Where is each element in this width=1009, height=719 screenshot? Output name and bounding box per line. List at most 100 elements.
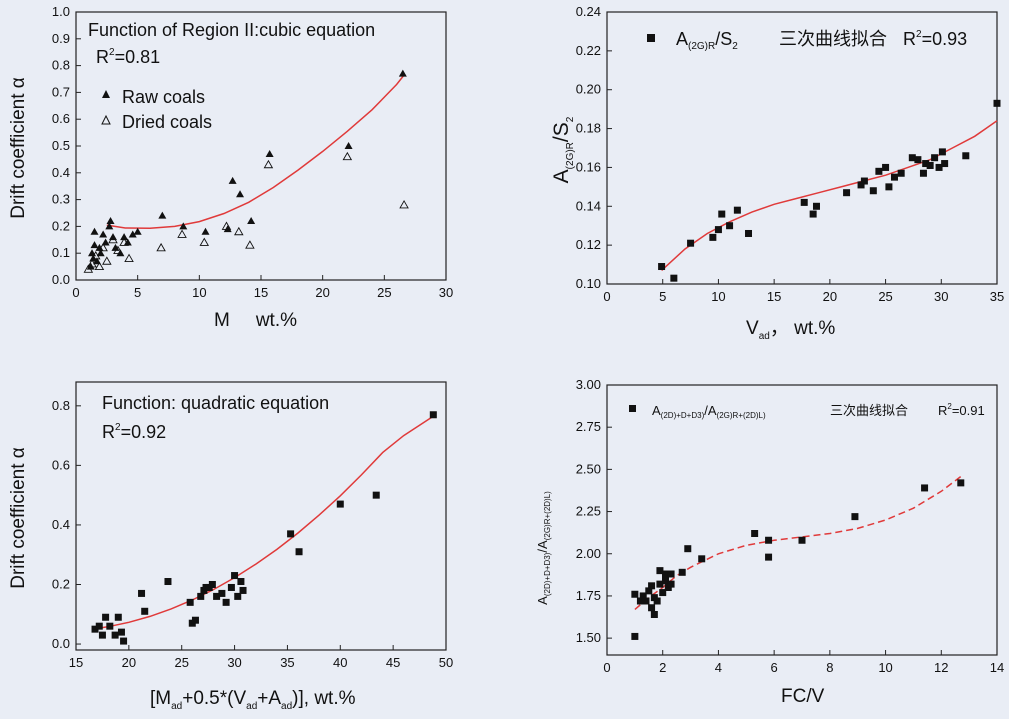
data-point [234, 592, 242, 600]
data-point [914, 156, 922, 164]
x-tick-label: 25 [377, 285, 391, 300]
y-tick-label: 0.4 [52, 165, 70, 180]
legend: A(2D)+D+D3)/A(2G)R+(2D)L) 三次曲线拟合 R2=0.91 [629, 402, 985, 420]
data-point [222, 598, 230, 606]
data-point [111, 243, 120, 251]
data-point [90, 241, 99, 249]
y-tick-label: 0.16 [576, 159, 601, 174]
y-tick-label: 0.0 [52, 636, 70, 651]
x-tick-label: 30 [227, 655, 241, 670]
y-tick-label: 0.20 [576, 82, 601, 97]
data-point [120, 233, 129, 241]
points [83, 69, 409, 273]
data-point [111, 631, 119, 639]
x-tick-label: 10 [878, 660, 892, 675]
data-point [429, 411, 437, 419]
y-axis-label: Drift coefficient α [8, 447, 29, 589]
data-point [648, 582, 656, 590]
data-point [399, 200, 409, 209]
data-point [237, 578, 245, 586]
data-point [636, 597, 644, 605]
data-point [102, 613, 110, 621]
data-point [857, 181, 865, 189]
data-point [106, 217, 115, 225]
y-ticks: 0.0 0.1 0.2 0.3 0.4 0.5 0.6 0.7 0.8 0.9 1.0 [52, 4, 81, 287]
data-point [843, 189, 851, 197]
data-point [128, 230, 137, 238]
y-tick-label: 0.12 [576, 237, 601, 252]
y-tick-label: 0.22 [576, 43, 601, 58]
y-axis-label: A(2G)R/S2 [550, 116, 576, 183]
data-point [106, 622, 114, 630]
data-point [124, 253, 134, 263]
data-point [116, 249, 125, 257]
data-point [718, 210, 726, 218]
data-point [751, 530, 759, 537]
data-point [684, 545, 692, 553]
r-squared: R2=0.92 [102, 422, 166, 442]
fit-curve [106, 74, 405, 230]
y-tick-label: 2.25 [576, 504, 601, 519]
data-point [156, 242, 166, 252]
data-point [108, 234, 118, 244]
y-tick-label: 1.50 [576, 630, 601, 645]
data-point [234, 226, 244, 236]
data-point [860, 177, 868, 185]
data-point [398, 69, 407, 77]
data-point [765, 553, 773, 561]
x-ticks: 0 5 10 15 20 25 30 35 [603, 279, 1004, 304]
data-point [228, 176, 237, 184]
x-ticks: 0 2 4 6 8 10 12 14 [603, 650, 1004, 675]
data-point [98, 631, 106, 639]
y-tick-label: 2.75 [576, 419, 601, 434]
data-point [897, 169, 905, 177]
data-point [247, 217, 256, 225]
y-tick-label: 0.18 [576, 121, 601, 136]
x-tick-label: 35 [990, 289, 1004, 304]
x-tick-label: 20 [315, 285, 329, 300]
data-point [709, 233, 717, 241]
data-point [926, 161, 934, 169]
x-tick-label: 10 [192, 285, 206, 300]
x-tick-label: 25 [878, 289, 892, 304]
data-point [885, 183, 893, 191]
data-point [882, 163, 890, 171]
data-point [648, 604, 656, 612]
x-tick-label: 20 [823, 289, 837, 304]
y-tick-label: 0.6 [52, 111, 70, 126]
data-point [295, 548, 303, 556]
x-ticks: 15 20 25 30 35 40 45 50 [69, 645, 453, 670]
x-axis-label: Vad， wt.% [746, 318, 835, 342]
data-point [941, 160, 949, 168]
data-point [95, 243, 104, 251]
data-point [869, 187, 877, 195]
legend-marker [647, 34, 655, 42]
x-tick-label: 0 [72, 285, 79, 300]
data-point [101, 238, 110, 246]
data-point [201, 227, 210, 235]
data-point [114, 613, 122, 621]
x-tick-label: 15 [767, 289, 781, 304]
plot-frame [606, 11, 998, 285]
x-tick-label: 4 [715, 660, 722, 675]
data-point [812, 202, 820, 210]
data-point [875, 167, 883, 175]
data-point [208, 580, 216, 588]
x-tick-label: 10 [711, 289, 725, 304]
x-tick-label: 30 [934, 289, 948, 304]
data-point [765, 536, 773, 544]
y-ticks: 1.50 1.75 2.00 2.25 2.50 2.75 3.00 [576, 377, 612, 645]
data-point [123, 238, 132, 246]
y-tick-label: 3.00 [576, 377, 601, 392]
points [91, 411, 437, 645]
data-point [662, 577, 669, 585]
data-point [342, 151, 353, 161]
data-point [231, 572, 239, 580]
y-axis-label: Drift coefficient α [8, 77, 29, 219]
fit-curve-group [106, 74, 405, 230]
chart-annotation: Function of Region II:cubic equation [88, 20, 375, 40]
data-point [113, 245, 123, 254]
data-point [962, 152, 970, 160]
data-point [993, 99, 1001, 107]
